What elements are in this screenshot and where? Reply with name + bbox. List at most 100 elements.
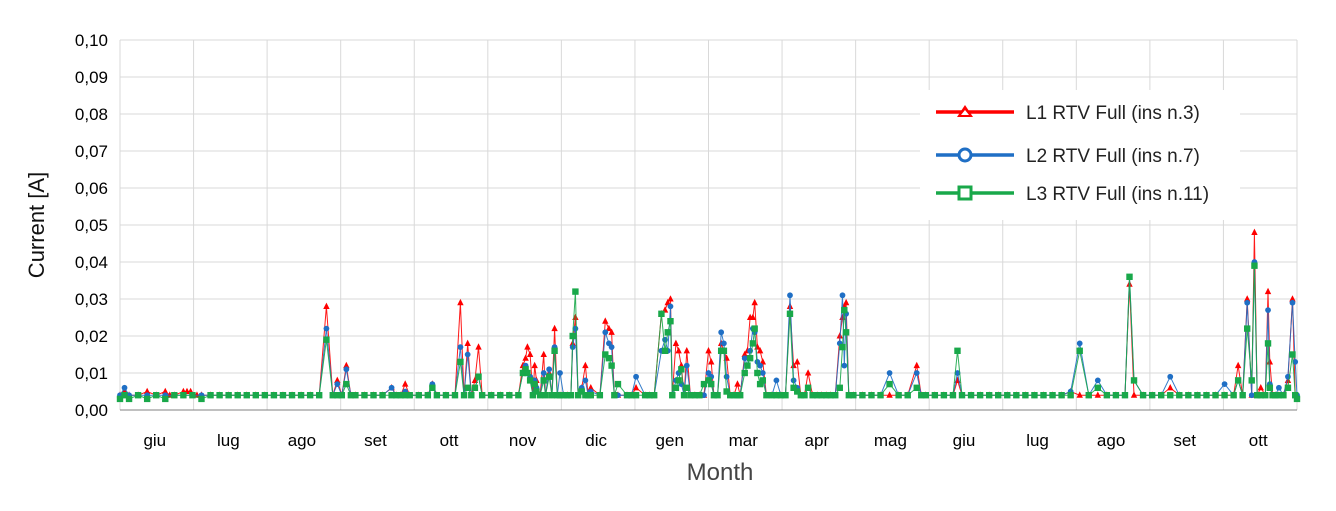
data-point-square [749, 340, 757, 347]
data-point-square [1176, 392, 1183, 399]
data-point-square [736, 392, 744, 399]
x-tick-label: lug [1026, 431, 1049, 450]
data-point-circle [633, 373, 639, 380]
data-point-square [522, 366, 529, 373]
data-point-square [1185, 392, 1192, 399]
data-point-triangle [664, 298, 671, 306]
data-point-square [545, 373, 553, 380]
data-point-circle [741, 355, 748, 362]
data-point-square [836, 384, 843, 391]
data-point-square [1139, 392, 1147, 399]
data-point-circle [839, 292, 846, 299]
data-point-square [1289, 351, 1296, 358]
data-point-square [388, 392, 395, 399]
data-point-circle [787, 292, 793, 299]
data-point-square [1253, 392, 1261, 399]
data-point-triangle [143, 387, 151, 395]
data-point-square [468, 392, 475, 399]
data-point-square [1257, 392, 1264, 399]
y-tick-label: 0,05 [75, 216, 108, 235]
data-point-square [162, 395, 169, 403]
data-point-square [714, 392, 721, 399]
data-point-square [252, 392, 260, 399]
data-point-circle [1167, 373, 1174, 380]
data-point-square [756, 380, 764, 388]
data-point-square [669, 392, 676, 399]
x-tick-label: lug [217, 431, 240, 450]
data-point-square [270, 392, 278, 399]
data-point-triangle [1257, 384, 1264, 391]
data-point-square [954, 347, 961, 354]
data-point-square [730, 392, 738, 399]
data-point-square [515, 392, 522, 399]
data-point-square [782, 392, 789, 399]
data-point-circle [759, 370, 766, 376]
data-point-square [1121, 392, 1129, 399]
data-point-square [379, 392, 386, 399]
data-point-square [1194, 392, 1201, 399]
data-point-square [763, 392, 770, 399]
data-point-square [661, 347, 669, 354]
data-point-square [406, 392, 413, 399]
data-point-square [424, 392, 432, 399]
x-tick-label: giu [143, 431, 166, 450]
data-point-circle [886, 370, 893, 376]
data-point-triangle [667, 295, 674, 302]
data-point-square [347, 392, 355, 399]
data-point-square [540, 377, 547, 384]
data-point-square [529, 392, 537, 399]
data-point-triangle [741, 350, 748, 358]
data-point-square [207, 392, 214, 399]
data-point-triangle [540, 350, 547, 358]
legend: L1 RTV Full (ins n.3) L2 RTV Full (ins n.… [920, 90, 1240, 220]
data-point-square [967, 392, 975, 399]
data-point-square [859, 392, 866, 399]
data-point-square [777, 392, 785, 399]
data-point-circle [954, 370, 961, 376]
data-point-square [646, 392, 653, 399]
data-point-square [611, 392, 618, 399]
data-point-circle [1292, 359, 1299, 365]
data-point-circle [913, 370, 920, 376]
data-point-square [564, 392, 571, 399]
data-point-square [818, 392, 825, 399]
data-point-triangle [675, 347, 682, 354]
x-tick-label: nov [509, 431, 537, 450]
data-point-triangle [759, 358, 767, 365]
data-point-square [605, 355, 613, 362]
data-point-square [1148, 392, 1156, 399]
data-point-triangle [749, 313, 757, 321]
data-point-square [850, 392, 857, 399]
data-point-circle [683, 362, 690, 369]
data-point-square [531, 380, 538, 388]
data-point-triangle [475, 343, 482, 350]
data-point-square [1291, 392, 1299, 399]
data-point-square [288, 392, 296, 399]
data-point-triangle [842, 298, 850, 306]
data-point-square [1022, 392, 1029, 399]
x-tick-label: ago [288, 431, 316, 450]
data-point-square [913, 384, 920, 391]
data-point-square [723, 388, 730, 395]
data-point-square [705, 377, 712, 384]
data-point-square [922, 392, 929, 399]
data-point-triangle [162, 387, 169, 395]
data-point-triangle [551, 324, 558, 332]
data-point-square [189, 392, 196, 399]
data-point-square [823, 392, 830, 399]
data-point-square [225, 392, 232, 399]
data-point-square [334, 392, 341, 399]
data-point-circle [721, 340, 727, 347]
data-point-square [471, 384, 479, 391]
legend-marker-circle [957, 147, 973, 163]
data-point-square [116, 395, 124, 403]
data-point-square [632, 392, 640, 399]
data-point-square [827, 392, 834, 399]
data-point-triangle [401, 380, 409, 387]
data-point-square [451, 392, 459, 399]
data-point-circle [457, 344, 464, 350]
data-point-triangle [1234, 361, 1242, 369]
data-point-square [526, 377, 534, 384]
data-point-square [675, 377, 682, 384]
data-point-square [180, 392, 187, 399]
